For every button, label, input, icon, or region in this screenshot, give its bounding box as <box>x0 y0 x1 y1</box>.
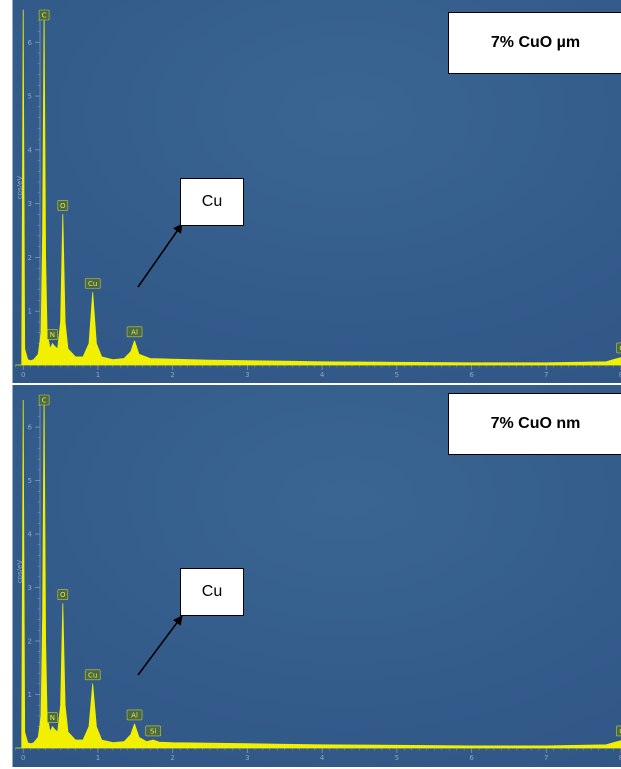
eds-spectrum-panel: 1 2 3 4 5 6 cps/eV 0 1 2 3 4 5 6 7 8 C N O Cu Al Cu 7% CuO µm… <box>11 0 621 385</box>
peak-label-box <box>47 329 58 340</box>
spectrum-area <box>15 9 621 366</box>
peak-label: Al <box>131 711 138 719</box>
x-tick-label: 6 <box>469 371 474 379</box>
sample-label: 7% CuO µm <box>448 12 621 74</box>
peak-label-box <box>38 9 50 21</box>
y-tick-label: 2 <box>28 254 32 262</box>
x-tick-label: 7 <box>544 371 548 379</box>
y-tick-label: 3 <box>28 200 32 208</box>
x-tick-label: 2 <box>170 371 174 379</box>
peak-label: Cu <box>88 671 97 679</box>
x-tick-label: 4 <box>320 754 325 762</box>
peak-label-box <box>57 589 69 600</box>
x-tick-label: 2 <box>170 754 174 762</box>
peak-label: O <box>60 202 66 210</box>
y-tick-label: 6 <box>28 424 33 432</box>
y-tick-label: 1 <box>28 308 32 316</box>
peak-label: O <box>60 591 66 599</box>
peak-label: C <box>42 12 47 20</box>
peak-label-box <box>38 394 50 406</box>
x-tick-label: 3 <box>245 371 249 379</box>
x-tick-label: 0 <box>21 754 25 762</box>
y-tick-label: 3 <box>28 584 32 592</box>
callout-arrow <box>137 223 183 288</box>
peak-label-box <box>84 278 101 289</box>
y-tick-label: 5 <box>28 477 32 485</box>
peak-label-box <box>126 709 143 721</box>
x-tick-label: 4 <box>320 371 325 379</box>
eds-spectrum-panel: 1 2 3 4 5 6 cps/eV 0 1 2 3 4 5 6 7 8 C N O Cu Al Si Cu 7% CuO … <box>0 385 621 769</box>
x-tick-label: 1 <box>96 754 100 762</box>
x-tick-label: 8 <box>619 371 621 379</box>
peak-label-box <box>47 712 58 723</box>
cu-callout-box: Cu <box>180 568 244 616</box>
peak-label-box <box>145 725 162 737</box>
y-axis-label: cps/eV <box>16 560 24 584</box>
peak-label-box <box>616 342 621 354</box>
cu-callout-box: Cu <box>180 178 244 226</box>
peak-label-box <box>616 725 621 737</box>
peak-label-box <box>126 326 143 338</box>
peak-label: Si <box>150 727 156 735</box>
x-tick-label: 5 <box>395 371 399 379</box>
y-axis-label: cps/eV <box>16 176 24 200</box>
peak-label: Al <box>131 328 138 336</box>
x-tick-label: 8 <box>619 754 621 762</box>
y-tick-label: 5 <box>28 93 32 101</box>
y-tick-label: 4 <box>28 531 33 539</box>
callout-arrow <box>137 615 183 676</box>
spectrum-area <box>15 394 621 749</box>
y-tick-label: 4 <box>28 146 33 154</box>
sample-label: 7% CuO nm <box>448 393 621 455</box>
y-tick-label: 6 <box>28 39 33 47</box>
peak-label: Cu <box>619 344 621 352</box>
x-tick-label: 5 <box>395 754 399 762</box>
x-tick-label: 7 <box>544 754 548 762</box>
y-tick-label: 2 <box>28 638 32 646</box>
y-tick-label: 1 <box>28 691 32 699</box>
x-tick-label: 0 <box>21 371 25 379</box>
x-tick-label: 1 <box>96 371 100 379</box>
peak-label: N <box>50 714 55 722</box>
x-tick-label: 6 <box>469 754 474 762</box>
peak-label-box <box>57 200 69 211</box>
peak-label: Cu <box>619 727 621 735</box>
peak-label: Cu <box>88 280 97 288</box>
peak-label: C <box>42 397 47 405</box>
peak-label-box <box>84 669 101 681</box>
peak-label: N <box>50 331 55 339</box>
x-tick-label: 3 <box>245 754 249 762</box>
